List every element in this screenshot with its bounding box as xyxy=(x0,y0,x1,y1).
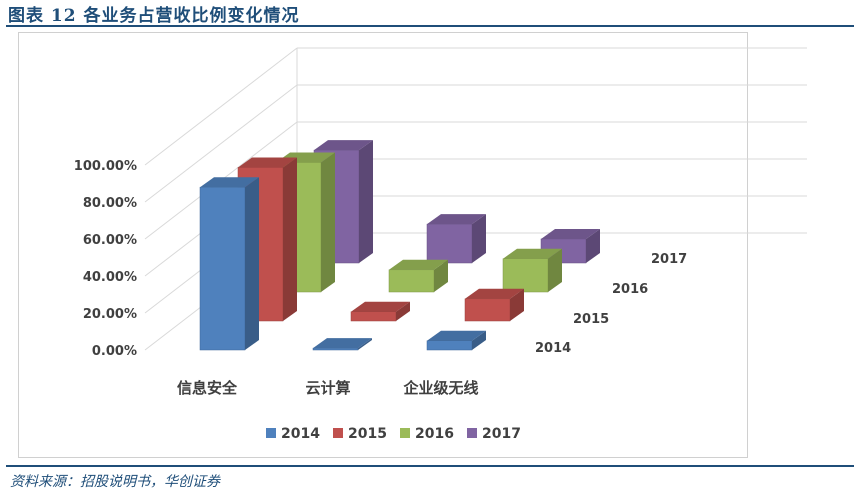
chart-frame xyxy=(18,32,748,458)
legend-item: 2015 xyxy=(333,426,387,442)
y-tick-label: 0.00% xyxy=(92,344,137,359)
legend-item: 2016 xyxy=(400,426,454,442)
top-rule xyxy=(6,25,854,27)
depth-axis-label: 2017 xyxy=(651,252,687,267)
y-tick-label: 80.00% xyxy=(83,196,137,211)
bar-2017-2 xyxy=(540,228,600,264)
legend-item: 2017 xyxy=(467,426,521,442)
bars xyxy=(199,140,600,351)
legend-swatch xyxy=(333,428,343,438)
legend-label: 2017 xyxy=(482,426,521,442)
legend-label: 2016 xyxy=(415,426,454,442)
y-tick-label: 100.00% xyxy=(74,159,137,174)
legend: 2014 2015 2016 2017 xyxy=(266,426,521,442)
bottom-rule xyxy=(6,465,854,467)
y-tick-label: 40.00% xyxy=(83,270,137,285)
legend-swatch xyxy=(266,428,276,438)
depth-axis-label: 2016 xyxy=(612,282,648,297)
source-note: 资料来源：招股说明书，华创证券 xyxy=(10,474,220,490)
legend-swatch xyxy=(400,428,410,438)
legend-label: 2015 xyxy=(348,426,387,442)
category-label: 云计算 xyxy=(305,379,350,397)
gridline xyxy=(144,84,807,203)
bar-2014-1 xyxy=(312,338,372,351)
bar-2016-1 xyxy=(388,259,448,293)
bar-2014-0 xyxy=(199,177,259,351)
figure-title: 图表 12 各业务占营收比例变化情况 xyxy=(8,6,300,26)
bar-2016-2 xyxy=(502,248,562,293)
legend-item: 2014 xyxy=(266,426,320,442)
bar-2015-2 xyxy=(464,288,524,322)
legend-label: 2014 xyxy=(281,426,320,442)
bar-2014-2 xyxy=(426,330,486,351)
bar-2015-1 xyxy=(350,301,410,322)
category-label: 企业级无线 xyxy=(402,379,478,397)
depth-axis-label: 2015 xyxy=(573,312,609,327)
legend-swatch xyxy=(467,428,477,438)
y-tick-label: 20.00% xyxy=(83,307,137,322)
depth-axis-label: 2014 xyxy=(535,341,571,356)
category-label: 信息安全 xyxy=(177,379,238,397)
y-tick-label: 60.00% xyxy=(83,233,137,248)
bar-2017-1 xyxy=(426,214,486,264)
gridline xyxy=(144,47,807,166)
